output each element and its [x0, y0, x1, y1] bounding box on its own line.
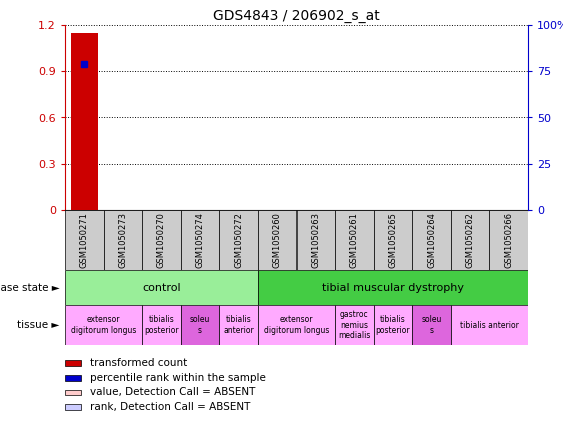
Text: GSM1050264: GSM1050264 — [427, 212, 436, 268]
Bar — [412, 305, 451, 345]
Text: GSM1050260: GSM1050260 — [272, 212, 282, 268]
Bar — [335, 210, 374, 270]
Bar — [65, 404, 81, 410]
Text: GSM1050274: GSM1050274 — [195, 212, 204, 268]
Text: GSM1050270: GSM1050270 — [157, 212, 166, 268]
Bar — [258, 305, 335, 345]
Bar — [142, 305, 181, 345]
Text: GSM1050262: GSM1050262 — [466, 212, 475, 268]
Bar — [451, 305, 528, 345]
Bar — [374, 210, 412, 270]
Text: GSM1050271: GSM1050271 — [80, 212, 89, 268]
Text: tissue ►: tissue ► — [17, 320, 59, 330]
Text: tibialis
posterior: tibialis posterior — [144, 315, 179, 335]
Bar — [451, 210, 489, 270]
Text: GSM1050265: GSM1050265 — [388, 212, 397, 268]
Bar — [412, 210, 451, 270]
Text: tibialis
anterior: tibialis anterior — [224, 315, 254, 335]
Bar — [65, 270, 258, 305]
Bar — [71, 33, 98, 210]
Bar — [65, 305, 142, 345]
Bar — [374, 305, 412, 345]
Text: tibial muscular dystrophy: tibial muscular dystrophy — [322, 283, 464, 292]
Text: soleu
s: soleu s — [421, 315, 442, 335]
Text: rank, Detection Call = ABSENT: rank, Detection Call = ABSENT — [91, 402, 251, 412]
Text: soleu
s: soleu s — [190, 315, 210, 335]
Bar — [65, 390, 81, 395]
Bar — [297, 210, 335, 270]
Text: GSM1050261: GSM1050261 — [350, 212, 359, 268]
Bar — [65, 210, 104, 270]
Text: control: control — [142, 283, 181, 292]
Bar — [65, 360, 81, 366]
Text: transformed count: transformed count — [91, 358, 187, 368]
Bar — [220, 210, 258, 270]
Bar — [181, 305, 220, 345]
Bar — [489, 210, 528, 270]
Bar — [335, 305, 374, 345]
Text: GSM1050266: GSM1050266 — [504, 212, 513, 268]
Text: percentile rank within the sample: percentile rank within the sample — [91, 373, 266, 383]
Text: value, Detection Call = ABSENT: value, Detection Call = ABSENT — [91, 387, 256, 397]
Bar — [65, 375, 81, 381]
Bar — [104, 210, 142, 270]
Text: GSM1050263: GSM1050263 — [311, 212, 320, 268]
Bar — [258, 270, 528, 305]
Bar — [258, 210, 297, 270]
Text: GSM1050272: GSM1050272 — [234, 212, 243, 268]
Text: tibialis
posterior: tibialis posterior — [376, 315, 410, 335]
Text: tibialis anterior: tibialis anterior — [460, 321, 519, 330]
Bar — [142, 210, 181, 270]
Text: extensor
digitorum longus: extensor digitorum longus — [264, 315, 329, 335]
Text: extensor
digitorum longus: extensor digitorum longus — [71, 315, 136, 335]
Text: disease state ►: disease state ► — [0, 283, 59, 292]
Text: GSM1050273: GSM1050273 — [118, 212, 127, 268]
Bar — [181, 210, 220, 270]
Bar — [220, 305, 258, 345]
Title: GDS4843 / 206902_s_at: GDS4843 / 206902_s_at — [213, 8, 380, 22]
Text: gastroc
nemius
medialis: gastroc nemius medialis — [338, 310, 370, 340]
